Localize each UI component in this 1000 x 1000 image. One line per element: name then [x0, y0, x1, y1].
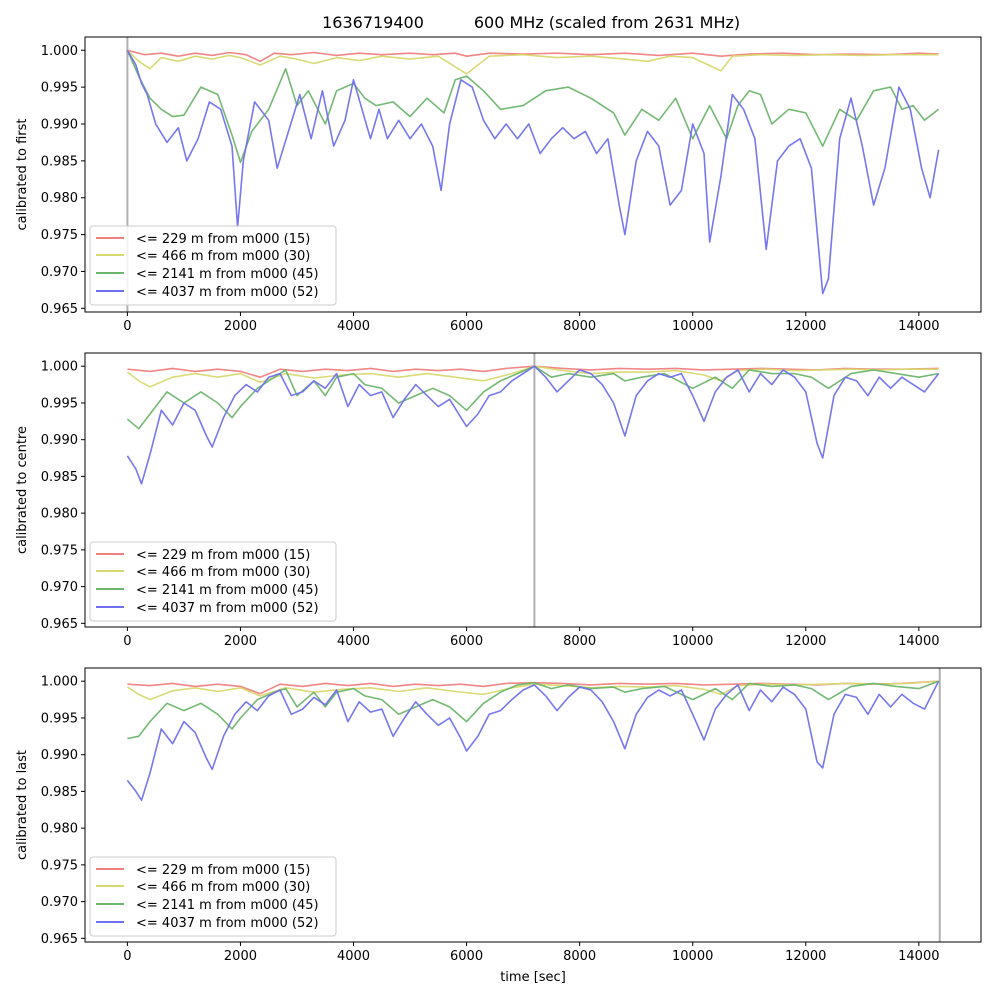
panel-last-ytick-label: 0.990: [41, 748, 78, 763]
panel-centre-xtick-label: 2000: [224, 634, 257, 649]
panel-centre-ytick-label: 0.970: [41, 580, 78, 595]
panel-last-ytick-label: 0.980: [41, 822, 78, 837]
panel-first-series-group: [126, 49, 940, 295]
panel-first-series-red: [127, 49, 939, 63]
panel-centre-xtick-label: 10000: [672, 634, 713, 649]
panel-first-ytick-label: 0.970: [41, 265, 78, 280]
panel-centre: 0 2000 4000 6000 8000 10000 12000 14000 1.000 0.…: [15, 352, 982, 649]
panel-last-xtick-label: 12000: [785, 949, 826, 964]
panel-last-legend-label-green: <= 2141 m from m000 (45): [136, 898, 319, 913]
panel-first-xtick-label: 8000: [563, 319, 596, 334]
panel-first-legend: <= 229 m from m000 (15) <= 466 m from m0…: [89, 225, 337, 306]
panel-first-ytick-label: 1.000: [41, 44, 78, 59]
panel-first-legend-label-yellow: <= 466 m from m000 (30): [136, 249, 310, 264]
panel-centre-series-red: [127, 365, 939, 379]
panel-first-xtick-label: 0: [123, 319, 131, 334]
panel-centre-yticks: 1.000 0.995 0.990 0.985 0.980 0.975 0.970 0.965: [41, 360, 85, 632]
panel-centre-legend-label-yellow: <= 466 m from m000 (30): [136, 565, 310, 580]
panel-first-legend-label-green: <= 2141 m from m000 (45): [136, 267, 319, 282]
panel-centre-ytick-label: 0.975: [41, 543, 78, 558]
panel-first-legend-box: [89, 225, 337, 306]
panel-centre-legend-box: [89, 541, 337, 622]
panel-centre-legend-label-blue: <= 4037 m from m000 (52): [136, 601, 319, 616]
panel-first-ytick-label: 0.975: [41, 228, 78, 243]
panel-centre-xtick-label: 4000: [337, 634, 370, 649]
panel-last-series-group: [126, 680, 940, 802]
panel-first-series-blue: [126, 49, 940, 295]
panel-first-ylabel: calibrated to first: [15, 119, 30, 231]
panel-first-xticks: 0 2000 4000 6000 8000 10000 12000 14000: [123, 312, 939, 334]
panel-last-ytick-label: 0.985: [41, 785, 78, 800]
panel-last-legend-label-red: <= 229 m from m000 (15): [136, 863, 310, 878]
panel-first-series-green: [126, 49, 940, 164]
panel-first-ytick-label: 0.965: [41, 302, 78, 317]
panel-last-xtick-label: 8000: [563, 949, 596, 964]
panel-first-legend-label-red: <= 229 m from m000 (15): [136, 232, 310, 247]
panel-first-legend-label-blue: <= 4037 m from m000 (52): [136, 285, 319, 300]
panel-first-yticks: 1.000 0.995 0.990 0.985 0.980 0.975 0.970 0.965: [41, 44, 85, 317]
panel-centre-ytick-label: 0.980: [41, 507, 78, 522]
chart-title-frequency: 600 MHz (scaled from 2631 MHz): [474, 13, 740, 32]
panel-last-xtick-label: 6000: [450, 949, 483, 964]
panel-centre-legend-label-red: <= 229 m from m000 (15): [136, 548, 310, 563]
chart-title-id: 1636719400: [322, 13, 424, 32]
panel-centre-xtick-label: 8000: [563, 634, 596, 649]
panel-last-legend-box: [89, 856, 337, 937]
panel-last-xtick-label: 2000: [224, 949, 257, 964]
panel-last-legend-label-yellow: <= 466 m from m000 (30): [136, 880, 310, 895]
panel-first-xtick-label: 12000: [785, 319, 826, 334]
panel-last: 0 2000 4000 6000 8000 10000 12000 14000 1.000 0.…: [15, 667, 982, 985]
panel-centre-legend: <= 229 m from m000 (15) <= 466 m from m0…: [89, 541, 337, 622]
panel-centre-legend-label-green: <= 2141 m from m000 (45): [136, 583, 319, 598]
panel-first-xtick-label: 2000: [224, 319, 257, 334]
panel-first-xtick-label: 10000: [672, 319, 713, 334]
panel-last-ytick-label: 1.000: [41, 675, 78, 690]
panel-last-xtick-label: 4000: [337, 949, 370, 964]
panel-centre-series-group: [126, 365, 940, 485]
panel-first-ytick-label: 0.990: [41, 117, 78, 132]
panel-last-ylabel: calibrated to last: [15, 750, 30, 860]
panel-centre-ytick-label: 0.965: [41, 617, 78, 632]
panel-centre-frame: [84, 352, 982, 628]
panel-last-ytick-label: 0.995: [41, 711, 78, 726]
panel-first-frame: [84, 36, 982, 313]
panel-centre-series-yellow: [126, 365, 939, 388]
panel-first-xtick-label: 4000: [337, 319, 370, 334]
panel-first-ytick-label: 0.995: [41, 81, 78, 96]
panel-last-legend-label-blue: <= 4037 m from m000 (52): [136, 916, 319, 931]
panel-centre-series-green: [126, 365, 939, 430]
panel-last-yticks: 1.000 0.995 0.990 0.985 0.980 0.975 0.970 0.965: [41, 675, 85, 947]
panel-centre-ylabel: calibrated to centre: [15, 426, 30, 554]
panel-centre-xtick-label: 12000: [785, 634, 826, 649]
panel-first-xtick-label: 14000: [898, 319, 939, 334]
panel-last-xticks: 0 2000 4000 6000 8000 10000 12000 14000: [123, 942, 939, 964]
panel-last-series-blue: [126, 680, 940, 802]
panel-first-ytick-label: 0.980: [41, 191, 78, 206]
panel-last-xtick-label: 10000: [672, 949, 713, 964]
panel-centre-ytick-label: 0.985: [41, 470, 78, 485]
panel-last-ytick-label: 0.970: [41, 895, 78, 910]
panel-centre-xticks: 0 2000 4000 6000 8000 10000 12000 14000: [123, 627, 939, 649]
panel-last-legend: <= 229 m from m000 (15) <= 466 m from m0…: [89, 856, 337, 937]
panel-centre-xtick-label: 14000: [898, 634, 939, 649]
panel-centre-ytick-label: 0.990: [41, 433, 78, 448]
panel-last-xtick-label: 14000: [898, 949, 939, 964]
panel-centre-xtick-label: 6000: [450, 634, 483, 649]
panel-first-ytick-label: 0.985: [41, 154, 78, 169]
panel-first-xtick-label: 6000: [450, 319, 483, 334]
panel-last-series-green: [127, 680, 939, 740]
panel-first: 0 2000 4000 6000 8000 10000 12000 14000 1.000 0.…: [15, 36, 982, 334]
x-axis-label: time [sec]: [500, 970, 566, 985]
panel-last-ytick-label: 0.975: [41, 858, 78, 873]
panel-centre-series-blue: [126, 365, 940, 485]
panel-centre-xtick-label: 0: [123, 634, 131, 649]
panel-last-ytick-label: 0.965: [41, 932, 78, 947]
panel-last-xtick-label: 0: [123, 949, 131, 964]
panel-centre-ytick-label: 0.995: [41, 396, 78, 411]
panel-centre-ytick-label: 1.000: [41, 360, 78, 375]
panel-first-series-yellow: [126, 49, 939, 75]
panel-last-frame: [84, 667, 982, 943]
